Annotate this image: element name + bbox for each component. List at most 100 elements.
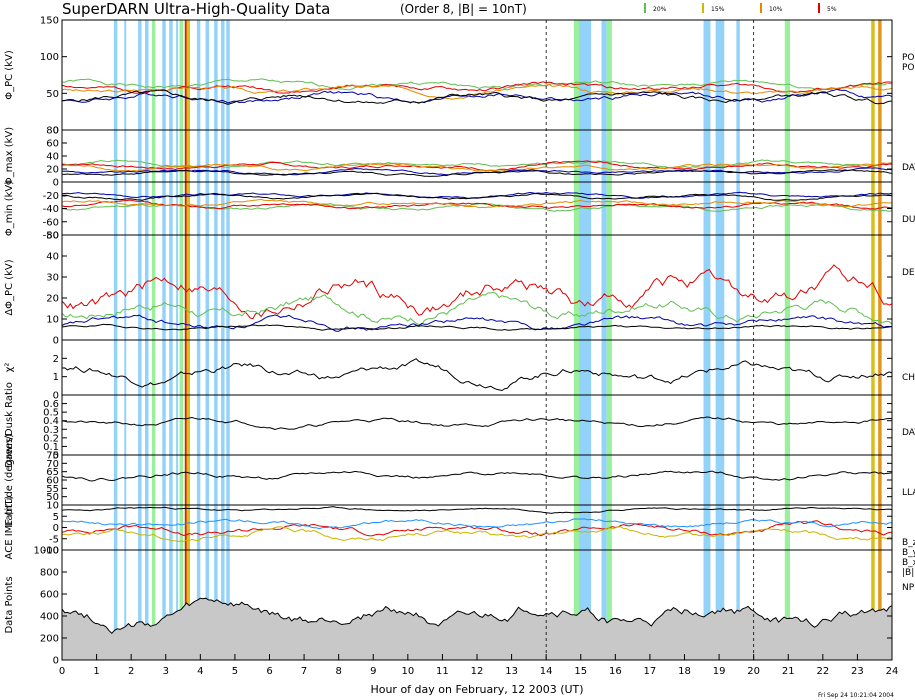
y-tick-label: -60: [43, 217, 59, 228]
x-tick-label: 20: [747, 666, 760, 677]
right-label: CH: [902, 373, 915, 383]
y-tick-label: 0: [53, 391, 59, 402]
y-tick-label: 60: [46, 139, 59, 150]
right-label: PO: [902, 63, 915, 73]
y-tick-label: 0.5: [43, 408, 59, 419]
series-line: [61, 358, 893, 392]
y-tick-label: 2: [53, 354, 59, 365]
series-line: [61, 169, 893, 177]
y-tick-label: 0: [53, 126, 59, 137]
series-area: [62, 598, 892, 660]
right-label: DAY: [902, 163, 915, 173]
y-axis-label: ΔΦ_PC (kV): [4, 259, 15, 315]
y-axis-label: Φ_max (kV): [4, 127, 15, 185]
y-axis-label: Data Points: [4, 576, 15, 633]
y-tick-label: 0.2: [43, 433, 59, 444]
x-tick-label: 23: [851, 666, 864, 677]
x-tick-label: 6: [266, 666, 272, 677]
right-label: DAY: [902, 428, 915, 438]
right-label: PO: [902, 53, 915, 63]
y-tick-label: 20: [46, 165, 59, 176]
y-tick-label: 1: [53, 372, 59, 383]
y-tick-label: 40: [46, 152, 59, 163]
y-tick-label: -20: [43, 191, 59, 202]
x-tick-label: 7: [301, 666, 307, 677]
x-tick-label: 4: [197, 666, 203, 677]
y-tick-label: 60: [46, 476, 59, 487]
x-tick-label: 13: [505, 666, 518, 677]
y-tick-label: 400: [40, 612, 59, 623]
y-axis-label: χ²: [4, 363, 15, 373]
y-tick-label: 1000: [34, 546, 59, 557]
legend-label: 20%: [653, 6, 667, 13]
x-tick-label: 10: [401, 666, 414, 677]
y-tick-label: 200: [40, 634, 59, 645]
right-label: NP: [902, 583, 915, 593]
x-tick-label: 18: [678, 666, 691, 677]
legend-label: 10%: [769, 6, 783, 13]
y-tick-label: 55: [46, 484, 59, 495]
y-tick-label: 0: [53, 656, 59, 667]
y-axis-label: Latitude (degrees): [4, 434, 15, 526]
y-axis-label: Φ_min (kV): [4, 181, 15, 236]
y-tick-label: 0: [53, 336, 59, 347]
y-tick-label: 600: [40, 590, 59, 601]
x-tick-label: 3: [163, 666, 169, 677]
right-label: B_y: [902, 548, 915, 558]
x-tick-label: 19: [713, 666, 726, 677]
chart-legend: 20% 15% 10% 5%: [644, 3, 837, 13]
y-axis-label: Φ_PC (kV): [4, 50, 15, 100]
right-label: LLA: [902, 488, 915, 498]
x-tick-label: 17: [644, 666, 657, 677]
x-tick-label: 24: [886, 666, 899, 677]
y-tick-label: 0.3: [43, 425, 59, 436]
chart-title: SuperDARN Ultra-High-Quality Data: [62, 0, 330, 18]
y-tick-label: 800: [40, 568, 59, 579]
right-label: |B|: [902, 568, 914, 578]
y-tick-label: 20: [46, 294, 59, 305]
legend-label: 5%: [827, 6, 837, 13]
y-tick-label: 40: [46, 252, 59, 263]
y-tick-label: 30: [46, 273, 59, 284]
y-tick-label: 75: [46, 451, 59, 462]
right-label: DU: [902, 215, 915, 225]
y-tick-label: 0: [53, 178, 59, 189]
x-tick-label: 5: [232, 666, 238, 677]
x-tick-label: 11: [436, 666, 449, 677]
y-tick-label: 80: [46, 126, 59, 137]
right-label: B_x: [902, 558, 915, 568]
y-axis-label: Dawn/Dusk Ratio: [4, 382, 15, 468]
y-tick-label: 150: [40, 16, 59, 27]
y-tick-label: 5: [53, 512, 59, 523]
x-tick-label: 16: [609, 666, 622, 677]
legend-label: 15%: [711, 6, 725, 13]
y-tick-label: -5: [49, 534, 59, 545]
y-tick-label: 0: [53, 451, 59, 462]
x-tick-label: 1: [93, 666, 99, 677]
x-tick-label: 22: [816, 666, 829, 677]
timestamp-footer: Fri Sep 24 10:21:04 2004: [818, 692, 894, 699]
x-tick-label: 15: [574, 666, 587, 677]
x-tick-label: 14: [540, 666, 553, 677]
y-tick-label: -10: [43, 546, 59, 557]
x-tick-label: 21: [782, 666, 795, 677]
x-tick-label: 12: [471, 666, 484, 677]
x-tick-label: 8: [335, 666, 341, 677]
x-axis-label: Hour of day on February, 12 2003 (UT): [370, 683, 583, 696]
y-tick-label: 10: [46, 315, 59, 326]
series-line: [61, 81, 893, 94]
y-tick-label: 0.4: [43, 416, 59, 427]
y-tick-label: 50: [46, 492, 59, 503]
series-line: [61, 199, 893, 210]
y-tick-label: 0: [53, 523, 59, 534]
y-axis-label: ACE IMF (nT): [4, 495, 15, 559]
y-tick-label: -40: [43, 204, 59, 215]
x-tick-label: 9: [370, 666, 376, 677]
right-label: DE: [902, 268, 915, 278]
y-tick-label: 50: [46, 231, 59, 242]
chart-subtitle: (Order 8, |B| = 10nT): [400, 2, 527, 16]
y-tick-label: 100: [40, 52, 59, 63]
series-line: [61, 506, 893, 514]
